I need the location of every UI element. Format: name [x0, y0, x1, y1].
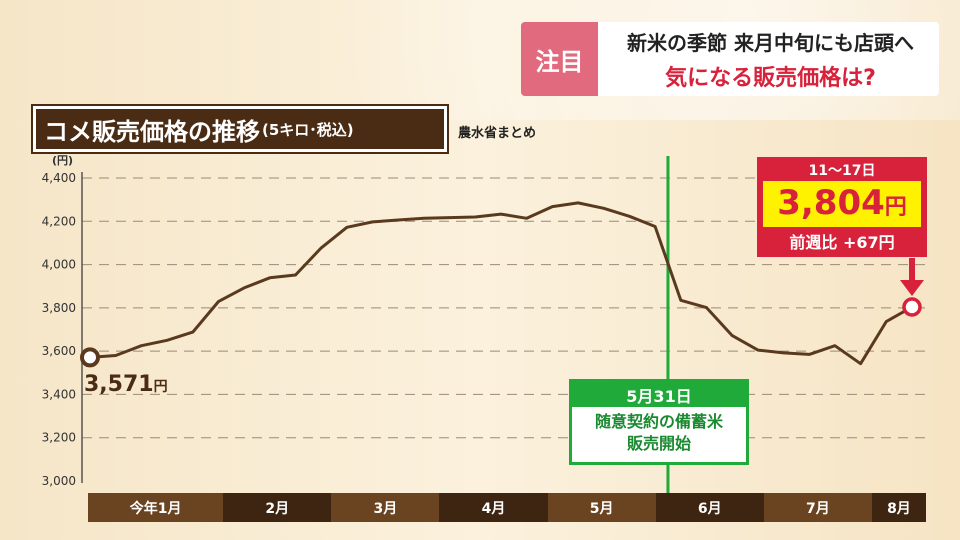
event-callout: 5月31日 随意契約の備蓄米 販売開始 — [569, 379, 749, 465]
data-point — [782, 351, 785, 355]
data-point — [397, 218, 400, 222]
start-point-marker — [80, 347, 100, 368]
notice-tag: 注目 — [521, 22, 598, 96]
y-tick-label: 4,000 — [42, 258, 76, 272]
notice-subheadline: 気になる販売価格は? — [665, 65, 876, 91]
data-point — [499, 212, 503, 216]
weekly-change: 前週比 +67円 — [789, 233, 895, 252]
data-point — [833, 344, 837, 347]
latest-price-unit: 円 — [884, 195, 907, 220]
latest-price-callout: 11〜17日 3,804 円 前週比 +67円 — [757, 157, 927, 257]
month-label: 8月 — [871, 493, 926, 522]
y-tick-label: 3,000 — [42, 474, 76, 488]
y-tick-label: 3,400 — [42, 387, 76, 401]
notice-banner: 注目 新米の季節 来月中旬にも店頭へ 気になる販売価格は? — [521, 22, 939, 96]
data-point — [448, 216, 451, 219]
y-tick-label: 4,400 — [42, 171, 76, 185]
month-label: 2月 — [223, 493, 332, 522]
month-label: 3月 — [331, 493, 440, 522]
data-point — [268, 276, 272, 279]
start-value-label: 3,571円 — [84, 372, 168, 397]
event-date: 5月31日 — [572, 382, 746, 407]
data-point — [525, 217, 528, 220]
y-tick-label: 3,600 — [42, 344, 76, 358]
start-unit: 円 — [153, 379, 168, 395]
month-label: 今年1月 — [88, 493, 224, 522]
data-point — [859, 362, 862, 365]
chart-title-unit: (5キロ･税込) — [262, 120, 354, 139]
data-point — [140, 344, 143, 347]
data-point — [808, 353, 811, 356]
data-point — [242, 286, 246, 290]
data-point — [474, 215, 477, 219]
latest-price: 3,804 — [777, 183, 885, 223]
data-point — [165, 339, 169, 342]
notice-body: 新米の季節 来月中旬にも店頭へ 気になる販売価格は? — [598, 22, 939, 96]
data-point — [191, 330, 194, 334]
data-point — [422, 217, 426, 220]
data-point — [653, 225, 657, 228]
data-point — [602, 207, 605, 210]
y-axis-unit: (円) — [52, 154, 73, 167]
data-point — [319, 246, 323, 250]
data-point — [576, 201, 580, 205]
event-text: 随意契約の備蓄米 販売開始 — [572, 407, 746, 455]
chart-title: コメ販売価格の推移 — [44, 117, 260, 146]
data-point — [114, 354, 117, 357]
y-tick-label: 3,200 — [42, 431, 76, 445]
notice-headline: 新米の季節 来月中旬にも店頭へ — [627, 30, 914, 55]
data-point — [217, 300, 220, 303]
latest-price-highlight: 3,804 円 — [763, 181, 921, 227]
month-label: 7月 — [763, 493, 872, 522]
month-label: 6月 — [655, 493, 764, 522]
data-source: 農水省まとめ — [458, 126, 537, 141]
y-tick-label: 3,800 — [42, 301, 76, 315]
latest-period: 11〜17日 — [808, 163, 876, 179]
data-point — [371, 220, 374, 224]
latest-point-marker — [902, 297, 922, 317]
month-label: 5月 — [547, 493, 656, 522]
data-point — [705, 306, 708, 309]
data-point — [756, 348, 760, 352]
event-line-1: 随意契約の備蓄米 — [594, 412, 723, 431]
data-point — [345, 226, 349, 229]
data-point — [730, 334, 734, 337]
data-point — [294, 273, 297, 277]
data-point — [885, 320, 888, 323]
data-point — [628, 215, 631, 218]
start-value: 3,571 — [84, 372, 154, 397]
callout-arrow-head — [900, 280, 924, 296]
event-line-2: 販売開始 — [626, 434, 691, 453]
month-axis: 今年1月 2月 3月 4月 5月 6月 7月 8月 — [88, 493, 926, 522]
month-label: 4月 — [439, 493, 548, 522]
y-tick-label: 4,200 — [42, 214, 76, 228]
chart-title-box: コメ販売価格の推移 (5キロ･税込) — [31, 104, 449, 154]
data-point — [551, 205, 554, 208]
data-point — [679, 299, 683, 302]
